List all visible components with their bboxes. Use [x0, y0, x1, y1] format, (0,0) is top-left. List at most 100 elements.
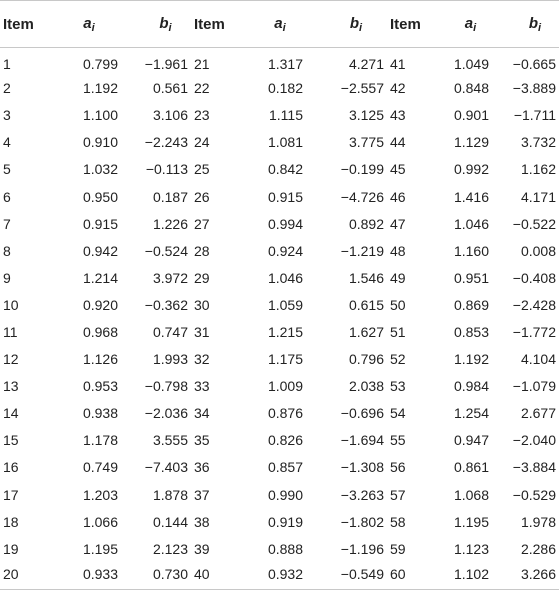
cell-a-value: 0.994 [267, 215, 303, 232]
cell-item: 44 [390, 134, 406, 151]
cell-b-value: −4.726 [340, 188, 384, 205]
table-row: 7 0.915 1.226 27 0.994 0.892 47 1.046 −0.522 [0, 210, 559, 237]
cell-a-value: 0.749 [82, 459, 118, 476]
cell-a-value: 1.195 [453, 513, 489, 530]
cell-item: 55 [390, 432, 406, 449]
cell-b-value: −1.694 [340, 432, 384, 449]
table-row: 5 1.032 −0.113 25 0.842 −0.199 45 0.992 1.162 [0, 156, 559, 183]
table-row: 6 0.950 0.187 26 0.915 −4.726 46 1.416 4.171 [0, 183, 559, 210]
cell-b-value: 4.171 [520, 188, 556, 205]
cell-b-value: −0.549 [306, 562, 387, 590]
cell-item: 29 [194, 269, 210, 286]
cell-b-value: 0.796 [348, 351, 384, 368]
cell-item: 9 [3, 269, 11, 286]
cell-b-value: 0.187 [152, 188, 188, 205]
cell-item: 54 [390, 405, 406, 422]
table-row: 12 1.126 1.993 32 1.175 0.796 52 1.192 4.104 [0, 346, 559, 373]
cell-b-value: −0.529 [512, 486, 556, 503]
col-header-a: ai [243, 0, 306, 48]
cell-item: 26 [194, 188, 210, 205]
header-row: Item ai bi Item ai bi Item ai bi [0, 0, 559, 48]
cell-a-value: 0.950 [82, 188, 118, 205]
cell-item: 19 [3, 540, 19, 557]
cell-item: 53 [390, 378, 406, 395]
cell-a-value: 1.046 [267, 269, 303, 286]
cell-a-value: 0.968 [82, 323, 118, 340]
col-header-item: Item [191, 0, 243, 48]
cell-a-value: 1.175 [267, 351, 303, 368]
cell-item: 18 [3, 513, 19, 530]
cell-b-value: 1.162 [520, 161, 556, 178]
cell-a-value: 0.953 [82, 378, 118, 395]
cell-item: 37 [194, 486, 210, 503]
cell-a-value: 1.254 [453, 405, 489, 422]
cell-a-value: 0.888 [267, 540, 303, 557]
cell-a-value: 1.081 [267, 134, 303, 151]
table-row: 16 0.749 −7.403 36 0.857 −1.308 56 0.861 −3.884 [0, 454, 559, 481]
table-row: 10 0.920 −0.362 30 1.059 0.615 50 0.869 −2.428 [0, 291, 559, 318]
cell-b-value: −7.403 [144, 459, 188, 476]
table-row: 19 1.195 2.123 39 0.888 −1.196 59 1.123 2.286 [0, 535, 559, 562]
cell-item: 13 [3, 378, 19, 395]
cell-item: 31 [194, 323, 210, 340]
cell-a-value: 0.910 [82, 134, 118, 151]
cell-b-value: 3.972 [152, 269, 188, 286]
cell-b-value: 0.008 [520, 242, 556, 259]
cell-a-value: 0.915 [267, 188, 303, 205]
table-row: 11 0.968 0.747 31 1.215 1.627 51 0.853 −1.772 [0, 318, 559, 345]
cell-item: 34 [194, 405, 210, 422]
table-row: 1 0.799 −1.961 21 1.317 4.271 41 1.049 −0.665 [0, 48, 559, 75]
cell-a-value: 1.203 [82, 486, 118, 503]
cell-b-value: 3.125 [348, 107, 384, 124]
cell-a-value: 0.938 [82, 405, 118, 422]
cell-b-value: −1.079 [512, 378, 556, 395]
cell-b-value: 2.123 [152, 540, 188, 557]
cell-a-value: 0.951 [453, 269, 489, 286]
cell-item: 43 [390, 107, 406, 124]
cell-b-value: 0.561 [152, 80, 188, 97]
cell-b-value: −1.772 [512, 323, 556, 340]
table-row: 18 1.066 0.144 38 0.919 −1.802 58 1.195 1.978 [0, 508, 559, 535]
cell-a-value: 0.876 [267, 405, 303, 422]
cell-item: 20 [0, 562, 46, 590]
table-row: 4 0.910 −2.243 24 1.081 3.775 44 1.129 3.732 [0, 129, 559, 156]
cell-item: 24 [194, 134, 210, 151]
cell-a-value: 0.920 [82, 296, 118, 313]
cell-a-value: 0.869 [453, 296, 489, 313]
cell-a-value: 0.848 [453, 80, 489, 97]
cell-b-value: −2.428 [512, 296, 556, 313]
cell-a-value: 0.901 [453, 107, 489, 124]
cell-item: 52 [390, 351, 406, 368]
cell-item: 48 [390, 242, 406, 259]
cell-a-value: 0.842 [267, 161, 303, 178]
cell-b-value: 4.104 [520, 351, 556, 368]
cell-item: 10 [3, 296, 19, 313]
cell-a-value: 0.826 [267, 432, 303, 449]
cell-b-value: 0.747 [152, 323, 188, 340]
cell-a-value: 1.066 [82, 513, 118, 530]
cell-b-value: −1.711 [513, 107, 556, 124]
cell-item: 8 [3, 242, 11, 259]
cell-a-value: 0.990 [267, 486, 303, 503]
cell-item: 1 [3, 56, 11, 73]
cell-a-value: 1.160 [453, 242, 489, 259]
cell-item: 49 [390, 269, 406, 286]
table-row: 3 1.100 3.106 23 1.115 3.125 43 0.901 −1.711 [0, 102, 559, 129]
col-header-b: bi [492, 0, 559, 48]
col-header-item: Item [0, 0, 46, 48]
cell-a-value: 0.182 [267, 80, 303, 97]
cell-b-value: −2.036 [144, 405, 188, 422]
table-row: 14 0.938 −2.036 34 0.876 −0.696 54 1.254 2.677 [0, 400, 559, 427]
table-row: 9 1.214 3.972 29 1.046 1.546 49 0.951 −0.408 [0, 264, 559, 291]
cell-b-value: −1.961 [144, 56, 188, 73]
cell-a-value: 0.924 [267, 242, 303, 259]
table-body: 1 0.799 −1.961 21 1.317 4.271 41 1.049 −0.665 2 1.… [0, 48, 559, 590]
cell-item: 3 [3, 107, 11, 124]
cell-b-value: −2.557 [340, 80, 384, 97]
cell-a-value: 0.861 [453, 459, 489, 476]
cell-item: 38 [194, 513, 210, 530]
col-header-b: bi [121, 0, 191, 48]
cell-item: 58 [390, 513, 406, 530]
